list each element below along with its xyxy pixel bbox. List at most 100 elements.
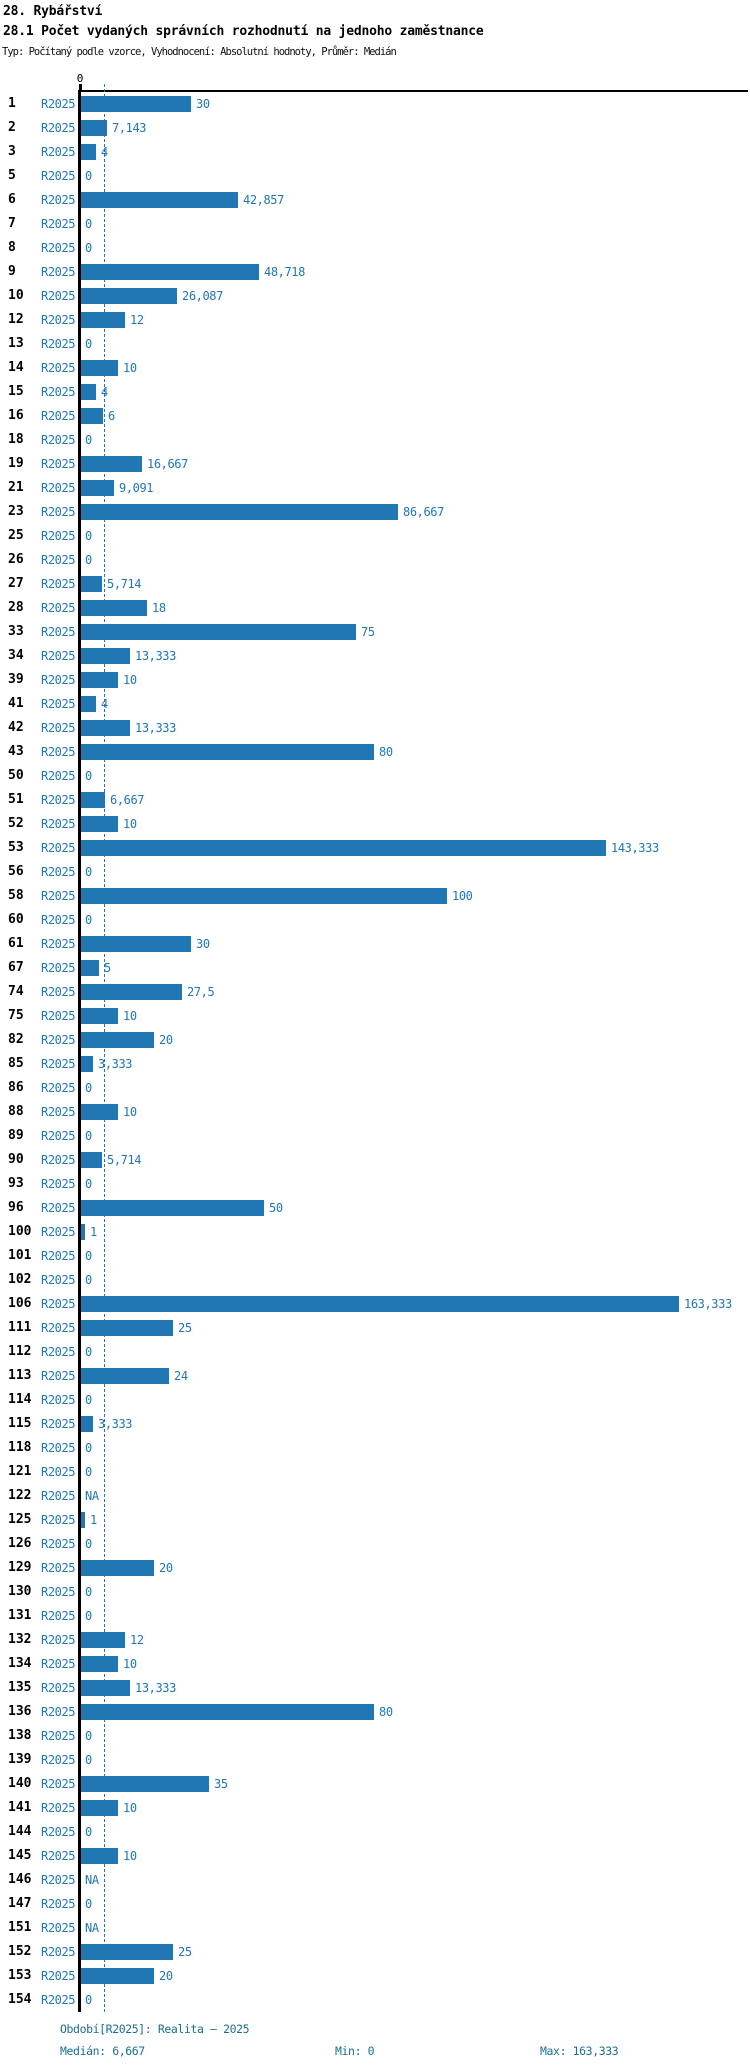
series-label: R2025 [41, 121, 76, 135]
page-title: 28. Rybářství [3, 4, 103, 19]
series-label: R2025 [41, 1609, 76, 1623]
chart-rows: 1 R2025 30 2 R2025 7,143 3 R2025 4 5 R2025 0 6 R2025 4… [0, 92, 750, 2012]
row-id-label: 129 [8, 1560, 32, 1575]
chart-row: 19 R2025 16,667 [0, 452, 750, 476]
value-bar [81, 1368, 169, 1384]
value-label: 26,087 [182, 289, 223, 303]
chart-row: 43 R2025 80 [0, 740, 750, 764]
value-bar [81, 1704, 374, 1720]
value-label: 75 [361, 625, 375, 639]
value-label: 0 [85, 1993, 92, 2007]
value-label: 6 [108, 409, 115, 423]
value-bar [81, 576, 102, 592]
series-label: R2025 [41, 1465, 76, 1479]
value-label: 0 [85, 1825, 92, 1839]
row-id-label: 61 [8, 936, 24, 951]
series-label: R2025 [41, 1489, 76, 1503]
footer-min: Min: 0 [335, 2044, 375, 2058]
value-bar [81, 648, 130, 664]
series-label: R2025 [41, 265, 76, 279]
row-id-label: 136 [8, 1704, 32, 1719]
series-label: R2025 [41, 145, 76, 159]
value-bar [81, 1968, 154, 1984]
series-label: R2025 [41, 1993, 76, 2007]
value-bar [81, 264, 259, 280]
value-label: NA [85, 1873, 99, 1887]
value-bar [81, 1848, 118, 1864]
row-id-label: 27 [8, 576, 24, 591]
chart-row: 130 R2025 0 [0, 1580, 750, 1604]
series-label: R2025 [41, 1153, 76, 1167]
chart-row: 138 R2025 0 [0, 1724, 750, 1748]
value-label: 5,714 [107, 1153, 142, 1167]
series-label: R2025 [41, 1945, 76, 1959]
row-id-label: 6 [8, 192, 16, 207]
series-label: R2025 [41, 1273, 76, 1287]
value-bar [81, 1008, 118, 1024]
chart-row: 113 R2025 24 [0, 1364, 750, 1388]
row-id-label: 106 [8, 1296, 32, 1311]
chart-row: 114 R2025 0 [0, 1388, 750, 1412]
value-label: 12 [130, 1633, 144, 1647]
value-label: NA [85, 1921, 99, 1935]
value-bar [81, 288, 177, 304]
value-bar [81, 312, 125, 328]
value-bar [81, 1632, 125, 1648]
series-label: R2025 [41, 1081, 76, 1095]
row-id-label: 126 [8, 1536, 32, 1551]
value-label: 42,857 [243, 193, 284, 207]
series-label: R2025 [41, 529, 76, 543]
value-label: 10 [123, 673, 137, 687]
row-id-label: 41 [8, 696, 24, 711]
value-label: NA [85, 1489, 99, 1503]
series-label: R2025 [41, 673, 76, 687]
value-label: 13,333 [135, 721, 176, 735]
value-bar [81, 1656, 118, 1672]
value-label: 50 [269, 1201, 283, 1215]
chart-row: 53 R2025 143,333 [0, 836, 750, 860]
value-bar [81, 960, 99, 976]
series-label: R2025 [41, 1825, 76, 1839]
value-label: 0 [85, 913, 92, 927]
series-label: R2025 [41, 841, 76, 855]
value-label: 0 [85, 1465, 92, 1479]
row-id-label: 113 [8, 1368, 32, 1383]
series-label: R2025 [41, 1033, 76, 1047]
row-id-label: 85 [8, 1056, 24, 1071]
row-id-label: 130 [8, 1584, 32, 1599]
series-label: R2025 [41, 1105, 76, 1119]
row-id-label: 135 [8, 1680, 32, 1695]
series-label: R2025 [41, 697, 76, 711]
series-label: R2025 [41, 385, 76, 399]
value-label: 0 [85, 337, 92, 351]
chart-row: 144 R2025 0 [0, 1820, 750, 1844]
chart-row: 82 R2025 20 [0, 1028, 750, 1052]
value-label: 10 [123, 1849, 137, 1863]
value-label: 5 [104, 961, 111, 975]
row-id-label: 138 [8, 1728, 32, 1743]
row-id-label: 28 [8, 600, 24, 615]
series-label: R2025 [41, 169, 76, 183]
chart-row: 42 R2025 13,333 [0, 716, 750, 740]
series-label: R2025 [41, 1705, 76, 1719]
value-label: 3,333 [98, 1417, 133, 1431]
chart-row: 51 R2025 6,667 [0, 788, 750, 812]
chart-row: 34 R2025 13,333 [0, 644, 750, 668]
value-bar [81, 1200, 264, 1216]
value-label: 0 [85, 1081, 92, 1095]
value-label: 10 [123, 1009, 137, 1023]
value-bar [81, 1032, 154, 1048]
row-id-label: 67 [8, 960, 24, 975]
chart-row: 101 R2025 0 [0, 1244, 750, 1268]
row-id-label: 18 [8, 432, 24, 447]
value-label: 0 [85, 433, 92, 447]
series-label: R2025 [41, 1345, 76, 1359]
value-label: 5,714 [107, 577, 142, 591]
row-id-label: 12 [8, 312, 24, 327]
chart-row: 2 R2025 7,143 [0, 116, 750, 140]
series-label: R2025 [41, 193, 76, 207]
chart-row: 140 R2025 35 [0, 1772, 750, 1796]
row-id-label: 50 [8, 768, 24, 783]
series-label: R2025 [41, 1729, 76, 1743]
value-bar [81, 1320, 173, 1336]
